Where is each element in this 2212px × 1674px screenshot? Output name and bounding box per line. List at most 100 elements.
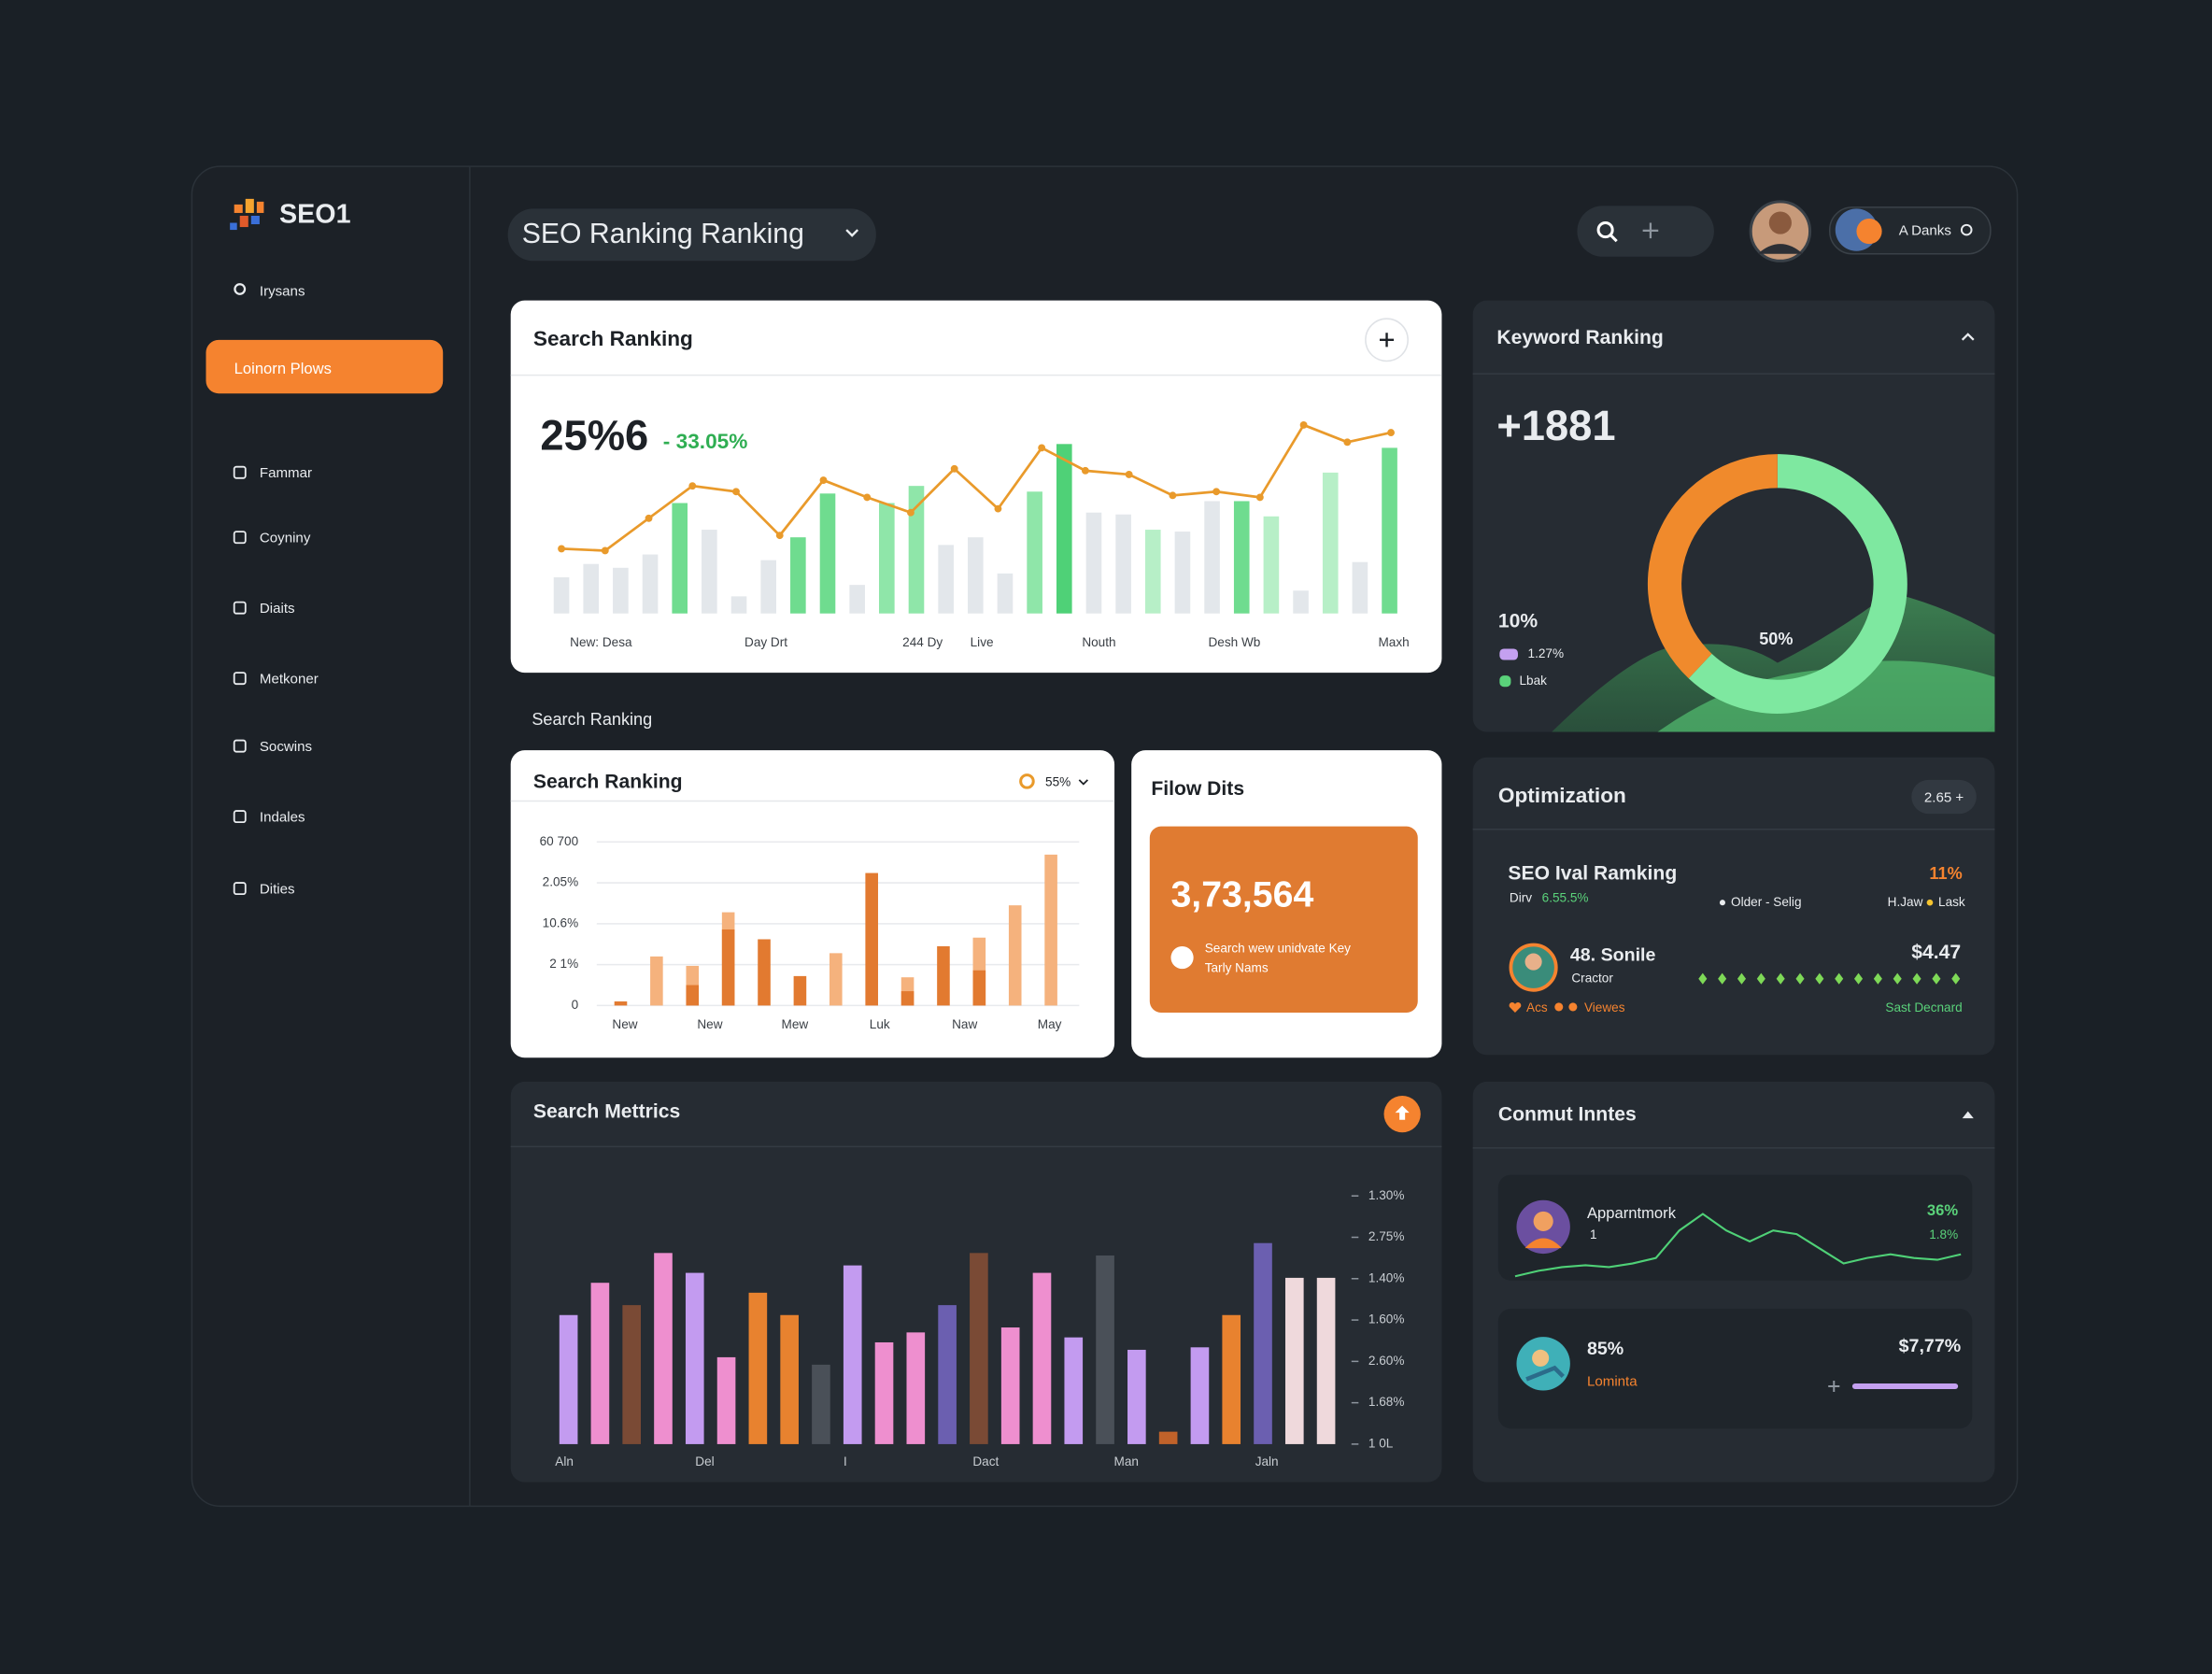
change-value: - 33.05% (663, 430, 748, 453)
bar (793, 975, 807, 1006)
bar (1382, 447, 1397, 614)
x-tick-label: Nouth (1082, 635, 1115, 649)
daily-value: 6.55.5% (1542, 890, 1589, 904)
comment-item[interactable] (1497, 1174, 1973, 1281)
bar (874, 1341, 894, 1444)
card-title: Optimization (1498, 784, 1626, 807)
nav-item[interactable]: Fammar (260, 465, 312, 481)
comment-label: Lominta (1587, 1373, 1638, 1389)
add-button[interactable] (1642, 222, 1659, 239)
search-button[interactable] (1596, 221, 1614, 239)
legend-label[interactable]: 55% (1045, 774, 1071, 788)
flow-value: 3,73,564 (1170, 874, 1313, 915)
badge-text: 2.65 + (1924, 789, 1964, 805)
bar (590, 1283, 610, 1444)
x-tick-label: New: Desa (570, 635, 632, 649)
nav-icon (233, 601, 247, 615)
y-tick-label: 2.05% (543, 875, 579, 889)
nav-item[interactable]: Indales (260, 810, 305, 826)
y-tick-label: 60 700 (540, 834, 579, 848)
y-tick-label: 10.6% (543, 915, 579, 929)
bar (1254, 1242, 1272, 1444)
card-title: Conmut Inntes (1498, 1104, 1637, 1126)
person-role: Cractor (1571, 971, 1613, 985)
rating-diamond (1893, 972, 1902, 985)
big-value: 25%6 (540, 411, 648, 459)
collapse-chevron[interactable] (1961, 333, 1975, 341)
bar (642, 554, 659, 614)
axis-label: 1.40% (1368, 1270, 1405, 1284)
bar (1000, 1327, 1020, 1444)
legend-dot (1019, 773, 1035, 789)
lask-label: Lask (1938, 895, 1965, 909)
bar (937, 945, 950, 1006)
trend-point (819, 476, 828, 484)
nav-item[interactable]: Socwins (260, 739, 312, 755)
collapse-chevron[interactable] (1962, 1111, 1974, 1119)
bar (997, 573, 1014, 614)
trend-point (645, 514, 653, 522)
active-nav-label[interactable]: Loinorn Plows (234, 360, 332, 377)
comment-item[interactable] (1497, 1308, 1973, 1429)
person-name: 48. Sonile (1570, 945, 1656, 966)
seo-pct: 11% (1929, 864, 1962, 883)
comment-value: 85% (1587, 1339, 1624, 1359)
user-status (1960, 223, 1973, 236)
seo-title: SEO Ival Ramking (1508, 863, 1677, 885)
nav-item[interactable]: Coyniny (260, 531, 311, 546)
bar (780, 1314, 799, 1444)
bar (1056, 444, 1072, 614)
daily-label: Dirv (1510, 890, 1532, 904)
badge[interactable] (1911, 779, 1977, 815)
sparkline (1514, 1213, 1962, 1278)
bar (613, 567, 629, 614)
nav-icon (233, 882, 247, 896)
search-ranking-card (510, 300, 1442, 674)
card-title: Search Ranking (533, 327, 693, 350)
comment-pct: 36% (1927, 1201, 1958, 1219)
title-dropdown[interactable] (507, 208, 876, 262)
donut-segment (1688, 454, 1907, 714)
x-tick-label: Luk (870, 1017, 890, 1031)
bar (622, 1305, 642, 1444)
bar (1032, 1272, 1052, 1444)
comment-pct2: 1.8% (1929, 1227, 1958, 1241)
nav-item[interactable]: Diaits (260, 601, 295, 617)
bar (1085, 512, 1102, 614)
nav-item[interactable]: Dities (260, 882, 295, 898)
bar (790, 537, 806, 614)
bar (672, 503, 688, 614)
bar (716, 1356, 736, 1444)
nav-item[interactable]: Metkoner (260, 672, 319, 688)
trend-point (1255, 493, 1264, 502)
x-tick-label: Dact (972, 1454, 999, 1468)
trend-point (1387, 429, 1395, 437)
acs-label: Acs (1526, 1000, 1548, 1014)
x-tick-label: New (697, 1017, 722, 1031)
y-tick-label: 2 1% (549, 957, 578, 971)
comment-name: Apparntmork (1587, 1204, 1677, 1222)
comment-avatar-face (1533, 1211, 1553, 1231)
active-nav-item[interactable] (206, 339, 444, 394)
plus-icon (1828, 1380, 1840, 1393)
trend-point (863, 493, 872, 502)
sidebar-search[interactable]: Irysans (260, 283, 305, 299)
card-title: Keyword Ranking (1496, 327, 1663, 348)
trend-point (907, 508, 915, 517)
bar (614, 1001, 628, 1006)
axis-label: 2.75% (1368, 1229, 1405, 1243)
bar (970, 1253, 988, 1444)
bar (849, 585, 865, 614)
older-label: Older - Selig (1731, 895, 1801, 909)
bar (721, 929, 735, 1006)
page-title: SEO Ranking Ranking (522, 219, 804, 249)
x-tick-label: Naw (952, 1017, 977, 1031)
rating-diamond (1835, 972, 1844, 985)
bar (1115, 514, 1131, 614)
bar (1044, 854, 1057, 1006)
y-tick-label: 0 (572, 998, 579, 1012)
comment-amount: $7,77% (1899, 1336, 1962, 1356)
bar (583, 563, 600, 614)
progress-bar (1851, 1383, 1959, 1390)
bar (758, 939, 771, 1006)
